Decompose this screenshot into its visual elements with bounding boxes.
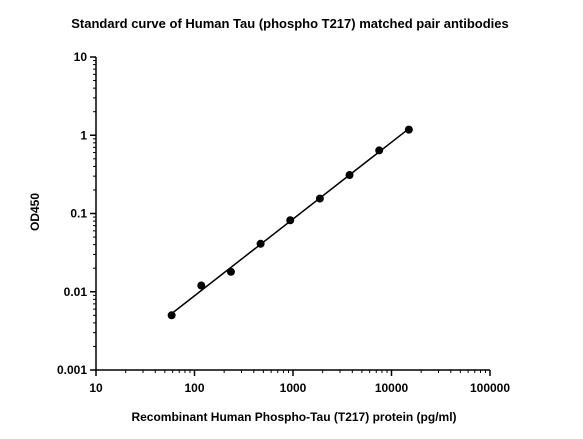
y-tick-label: 0.1 (70, 207, 87, 221)
x-axis-label: Recombinant Human Phospho-Tau (T217) pro… (131, 410, 456, 424)
data-point (197, 281, 206, 290)
y-tick-label: 0.001 (57, 363, 87, 377)
plot-area: 0.001 0.01 0.1 1 10 10 100 1000 10000 100000 (57, 50, 510, 395)
data-point (404, 125, 413, 134)
data-point (345, 171, 354, 180)
data-point (315, 194, 324, 203)
data-point (226, 267, 235, 276)
x-tick-label: 100000 (470, 381, 510, 395)
y-axis-label: OD450 (28, 193, 42, 231)
data-point (256, 239, 265, 248)
y-tick-label: 1 (80, 128, 87, 142)
data-point (167, 311, 176, 320)
data-point (375, 146, 384, 155)
x-tick-label: 1000 (280, 381, 307, 395)
x-tick-label: 10 (89, 381, 103, 395)
y-tick-label: 0.01 (64, 285, 88, 299)
x-tick-label: 100 (184, 381, 204, 395)
x-tick-label: 10000 (375, 381, 409, 395)
data-point (286, 216, 295, 225)
y-tick-label: 10 (74, 50, 88, 64)
chart-title: Standard curve of Human Tau (phospho T21… (71, 16, 509, 31)
